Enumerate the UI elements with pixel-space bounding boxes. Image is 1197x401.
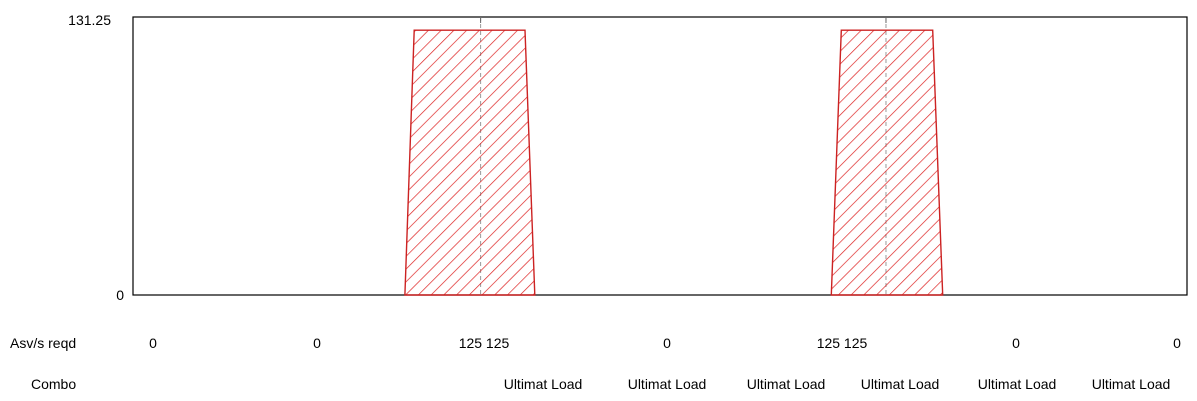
y-tick-min: 0 bbox=[116, 287, 124, 303]
y-tick-max: 131.25 bbox=[68, 12, 111, 28]
asv-value: 0 bbox=[1012, 335, 1020, 351]
asv-value: 0 bbox=[313, 335, 321, 351]
area-mark-2 bbox=[830, 29, 944, 296]
plot-frame bbox=[132, 16, 1188, 296]
asv-value: 0 bbox=[663, 335, 671, 351]
divider-lines bbox=[480, 17, 887, 295]
combo-row-values: Ultimat Load Ultimat Load Ultimat Load Ulti… bbox=[504, 376, 1171, 392]
asv-value: 125 125 bbox=[817, 335, 868, 351]
combo-value: Ultimat Load bbox=[861, 376, 940, 392]
combo-value: Ultimat Load bbox=[628, 376, 707, 392]
combo-value: Ultimat Load bbox=[978, 376, 1057, 392]
combo-row-label: Combo bbox=[31, 376, 76, 392]
asv-row-label: Asv/s reqd bbox=[10, 335, 76, 351]
combo-value: Ultimat Load bbox=[504, 376, 583, 392]
combo-value: Ultimat Load bbox=[747, 376, 826, 392]
combo-value: Ultimat Load bbox=[1092, 376, 1171, 392]
area-mark-1 bbox=[404, 29, 536, 296]
area-series bbox=[404, 29, 944, 296]
asv-value: 0 bbox=[149, 335, 157, 351]
asv-value: 0 bbox=[1173, 335, 1181, 351]
asv-value: 125 125 bbox=[459, 335, 510, 351]
asv-row-values: 0 0 125 125 0 125 125 0 0 bbox=[149, 335, 1181, 351]
